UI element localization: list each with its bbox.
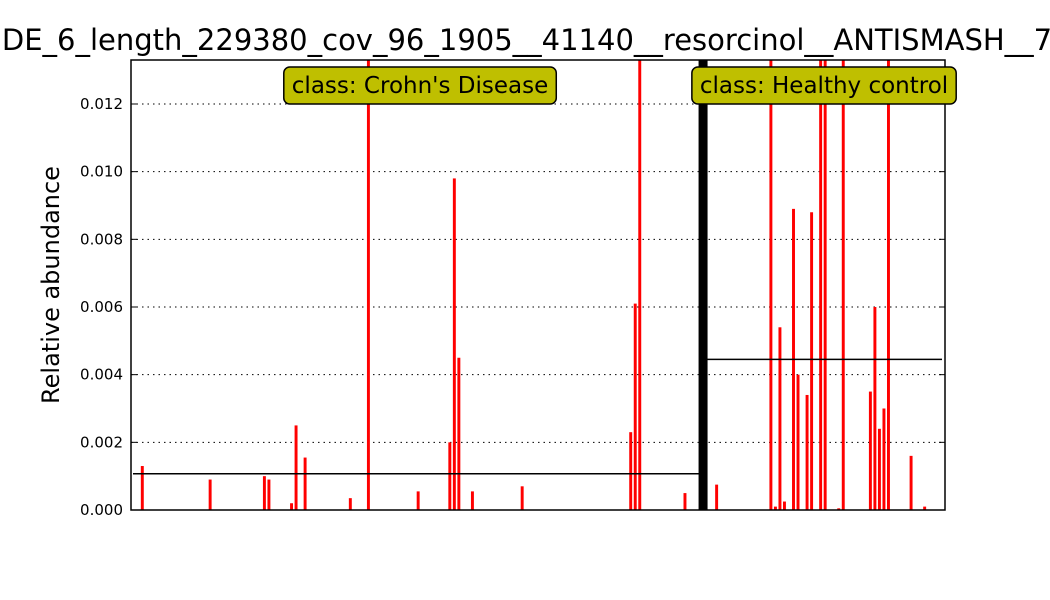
bar — [470, 491, 474, 510]
bar — [868, 391, 872, 510]
bar — [629, 432, 633, 510]
y-tick-label: 0.006 — [80, 298, 123, 316]
bar — [841, 60, 845, 510]
class-label: class: Healthy control — [691, 66, 957, 105]
y-axis-label: Relative abundance — [37, 166, 65, 404]
bar — [909, 455, 913, 510]
y-tick-label: 0.010 — [80, 163, 123, 181]
bar — [452, 178, 456, 510]
class-labels: class: Crohn's Disease class: Healthy con… — [283, 66, 957, 105]
bar — [882, 408, 886, 510]
bar — [683, 493, 687, 510]
class-label-text: class: Healthy control — [700, 73, 948, 99]
bar — [208, 479, 212, 510]
bar — [923, 506, 927, 510]
bar — [715, 484, 719, 510]
grid-lines — [131, 103, 945, 443]
bar — [837, 508, 841, 510]
bar — [520, 486, 524, 510]
class-label: class: Crohn's Disease — [283, 66, 558, 105]
y-tick-label: 0.012 — [80, 95, 123, 113]
bar — [140, 466, 144, 510]
bar — [267, 479, 271, 510]
bar — [810, 212, 814, 510]
bar — [638, 60, 642, 510]
bar — [819, 60, 823, 510]
bar — [348, 498, 352, 510]
class-label-box — [691, 66, 957, 105]
bar — [778, 327, 782, 510]
bar — [416, 491, 420, 510]
class-label-box — [283, 66, 558, 105]
bar — [877, 428, 881, 510]
bar — [823, 60, 827, 510]
bar — [448, 442, 452, 510]
bar — [366, 60, 370, 510]
y-tick-label: 0.000 — [80, 501, 123, 519]
class-mean-lines — [133, 358, 942, 475]
bar — [805, 394, 809, 510]
bar — [887, 60, 890, 510]
bar — [262, 476, 266, 510]
bar — [294, 425, 298, 510]
y-tick-label: 0.002 — [80, 433, 123, 451]
bar — [457, 357, 461, 510]
plot-frame — [130, 59, 946, 511]
bar — [303, 457, 307, 510]
class-label-text: class: Crohn's Disease — [292, 73, 548, 99]
chart-title: DE_6_length_229380_cov_96_1905__41140__r… — [2, 23, 1050, 57]
y-tick-label: 0.008 — [80, 230, 123, 248]
bar — [769, 60, 773, 510]
y-tick-label: 0.004 — [80, 366, 123, 384]
bar — [796, 374, 800, 510]
bar — [782, 501, 786, 510]
bar — [290, 503, 294, 510]
bar — [633, 303, 637, 510]
bar — [773, 506, 777, 510]
y-axis: 0.000 0.002 0.004 0.006 0.008 0.010 0.012 — [80, 95, 945, 519]
bar — [873, 306, 877, 510]
